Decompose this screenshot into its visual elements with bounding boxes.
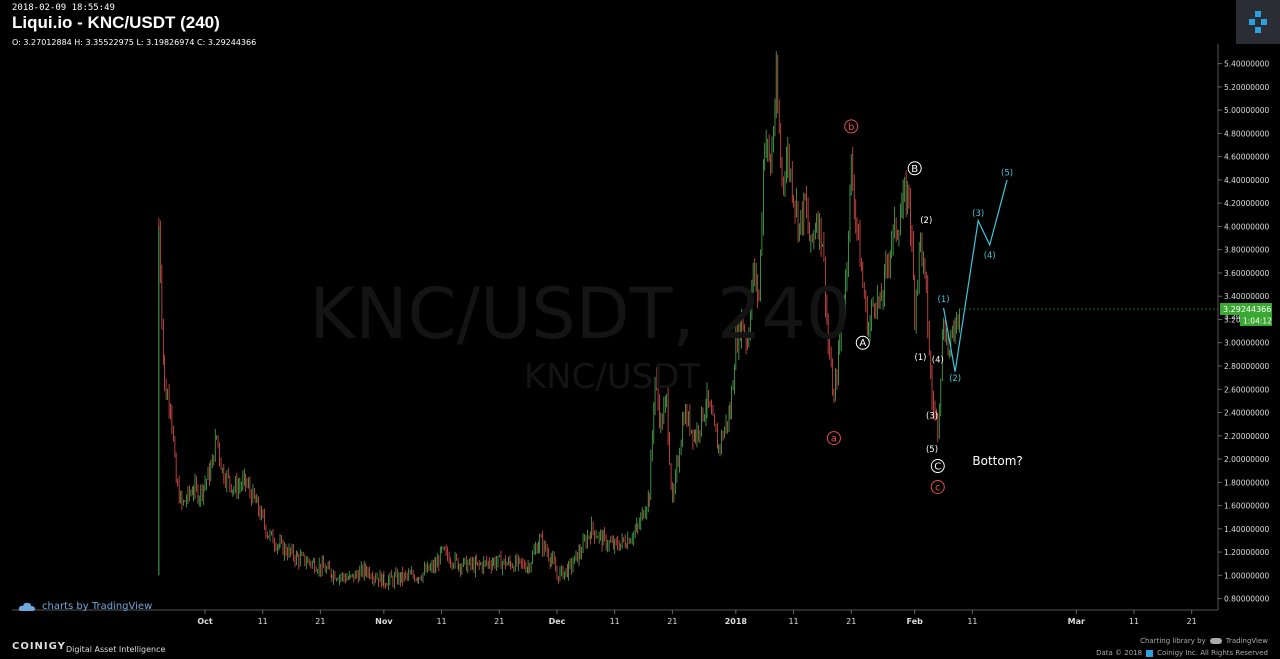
countdown-value: 1:04:12 [1243, 317, 1272, 326]
y-tick-label: 5.40000000 [1224, 60, 1270, 69]
y-tick-label: 2.40000000 [1224, 409, 1270, 418]
tradingview-small-icon [1209, 638, 1222, 644]
x-tick-label: 21 [494, 617, 504, 626]
wave-label-text: A [859, 338, 866, 349]
y-tick-label: 5.20000000 [1224, 83, 1270, 92]
wave-labels: a b c A B C (1) (2) (3) (4) (5) (1) (2) (3) (4) (5) Bott… [826, 119, 1023, 494]
tradingview-name: TradingView [1225, 637, 1268, 645]
y-tick-label: 4.40000000 [1224, 176, 1270, 185]
wave-label-text: (5) [926, 445, 938, 455]
wave-label-text: B [911, 164, 918, 175]
x-tick-label: 11 [610, 617, 620, 626]
x-tick-label: 11 [436, 617, 446, 626]
wave-label-text: (1) [938, 295, 950, 305]
coinigy-small-icon [1146, 649, 1154, 657]
tradingview-credit-text: charts by TradingView [42, 601, 153, 612]
wave-label-circle [907, 161, 922, 176]
wave-label-text: c [935, 482, 941, 493]
y-tick-label: 1.60000000 [1224, 502, 1270, 511]
y-tick-label: 3.40000000 [1224, 292, 1270, 301]
x-tick-label: Nov [375, 617, 393, 626]
wave-label-text: (2) [949, 374, 961, 384]
y-tick-label: 3.80000000 [1224, 246, 1270, 255]
y-tick-label: 3.00000000 [1224, 339, 1270, 348]
x-tick-label: Mar [1068, 617, 1085, 626]
candle-series [158, 51, 960, 591]
coinigy-brand[interactable]: COINIGY [12, 641, 66, 652]
copyright-text: Data © 2018 [1096, 649, 1143, 657]
y-tick-label: 4.20000000 [1224, 199, 1270, 208]
coinigy-logo[interactable] [1236, 0, 1280, 44]
bottom-annotation: Bottom? [972, 454, 1022, 468]
countdown-tag [1240, 315, 1272, 327]
chart-title: Liqui.io - KNC/USDT (240) [12, 13, 220, 32]
watermark-sub: KNC/USDT [524, 357, 701, 397]
x-tick-label: 21 [1187, 617, 1197, 626]
y-tick-label: 2.20000000 [1224, 432, 1270, 441]
wave-label-circle [930, 459, 945, 474]
charting-library-text: Charting library by [1140, 637, 1206, 645]
tradingview-credit[interactable]: charts by TradingView [18, 601, 152, 612]
y-tick-label: 1.20000000 [1224, 548, 1270, 557]
company-text: Coinigy Inc. All Rights Reserved [1157, 649, 1268, 657]
y-tick-label: 1.40000000 [1224, 525, 1270, 534]
x-tick-label: Feb [907, 617, 924, 626]
y-tick-label: 4.00000000 [1224, 222, 1270, 231]
wave-label-text: (3) [972, 209, 984, 219]
y-tick-label: 1.00000000 [1224, 571, 1270, 580]
x-tick-label: Dec [549, 617, 566, 626]
x-tick-label: 11 [788, 617, 798, 626]
x-tick-label: 11 [258, 617, 268, 626]
wave-label-text: (4) [932, 356, 944, 366]
wave-label-circle [930, 479, 945, 494]
y-tick-label: 4.60000000 [1224, 153, 1270, 162]
watermark-main: KNC/USDT, 240 [309, 273, 850, 355]
wave-label-circle [855, 335, 870, 350]
coinigy-logo-icon [1249, 11, 1267, 33]
wave-projection-line [942, 179, 1008, 372]
wave-label-circle [844, 119, 859, 134]
y-tick-label: 2.00000000 [1224, 455, 1270, 464]
x-tick-label: 21 [315, 617, 325, 626]
y-tick-label: 5.00000000 [1224, 106, 1270, 115]
timestamp: 2018-02-09 18:55:49 [12, 3, 115, 13]
y-tick-label: 4.80000000 [1224, 129, 1270, 138]
hidden-tick-label: 3.20 [1224, 312, 1241, 321]
projection-path [942, 179, 1008, 372]
x-tick-label: 21 [667, 617, 677, 626]
wave-label-text: (1) [914, 353, 926, 363]
x-tick-label: 11 [967, 617, 977, 626]
x-tick-label: 21 [846, 617, 856, 626]
wave-label-text: (5) [1001, 168, 1013, 178]
footer-bar [0, 634, 1280, 659]
wave-label-text: (3) [926, 411, 938, 421]
y-tick-label: 3.60000000 [1224, 269, 1270, 278]
wave-label-text: a [831, 434, 837, 445]
wave-label-text: C [934, 462, 941, 473]
brand-tagline: Digital Asset Intelligence [66, 645, 166, 654]
brand-text: COINIGY [12, 641, 66, 652]
library-credits: Charting library by TradingView Data © 2… [1096, 635, 1268, 659]
y-tick-label: 2.80000000 [1224, 362, 1270, 371]
wave-label-text: (2) [920, 216, 932, 226]
last-price-value: 3.29244366 [1223, 305, 1271, 314]
y-tick-label: 2.60000000 [1224, 385, 1270, 394]
x-tick-label: Oct [197, 617, 213, 626]
wave-label-text: (4) [984, 251, 996, 261]
wave-label-text: b [848, 122, 854, 133]
x-tick-label: 2018 [725, 617, 748, 626]
y-tick-label: 0.80000000 [1224, 595, 1270, 604]
ohlc-readout: O: 3.27012884 H: 3.35522975 L: 3.1982697… [12, 38, 257, 47]
y-tick-label: 1.80000000 [1224, 478, 1270, 487]
x-tick-label: 11 [1129, 617, 1139, 626]
tradingview-cloud-icon [18, 602, 35, 611]
last-price-tag [1220, 303, 1272, 316]
wave-label-circle [826, 431, 841, 446]
